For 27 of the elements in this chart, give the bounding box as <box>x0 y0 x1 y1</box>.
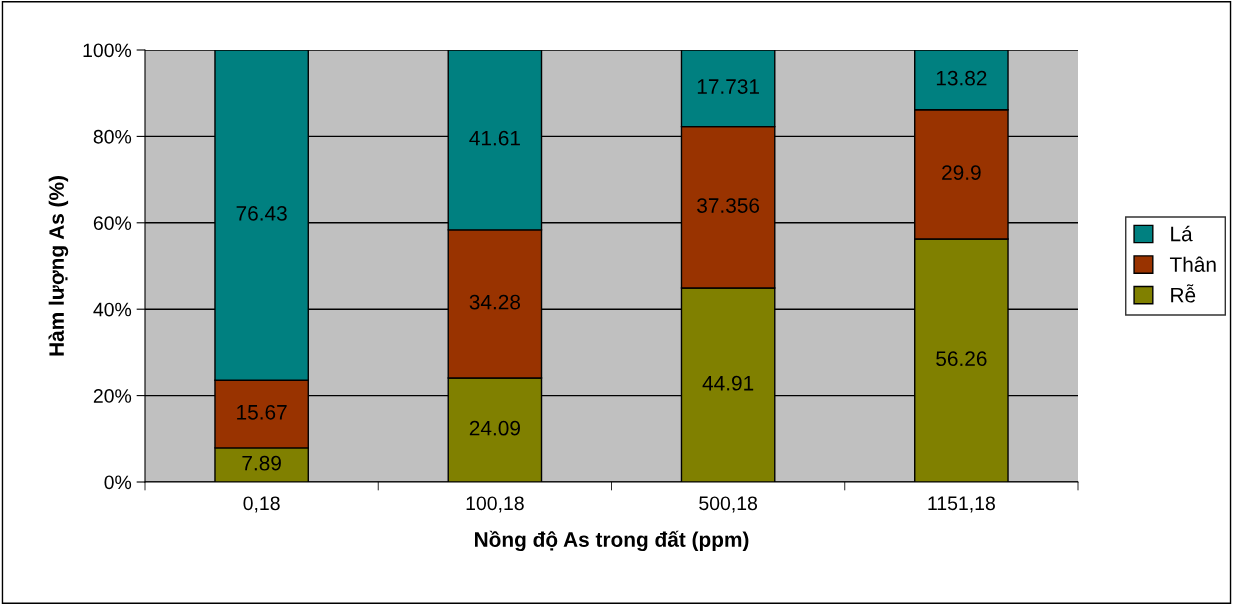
y-axis-title: Hàm lượng As (%) <box>48 176 69 356</box>
data-label: 34.28 <box>469 294 521 310</box>
data-label: 15.67 <box>237 404 287 420</box>
legend-label: Lá <box>1171 225 1193 242</box>
y-tick-label: 80% <box>93 129 132 144</box>
x-tick-label: 100,18 <box>466 496 524 513</box>
x-tick-label: 0,18 <box>243 496 280 513</box>
data-label: 56.26 <box>936 351 987 367</box>
x-axis-title: Nồng độ As trong đất (ppm) <box>475 530 749 552</box>
data-label: 24.09 <box>469 420 520 436</box>
y-tick-label: 100% <box>83 43 132 58</box>
legend-label: Rễ <box>1171 284 1196 303</box>
data-label: 29.9 <box>942 165 981 180</box>
y-tick-label: 0% <box>104 475 132 490</box>
data-label: 13.82 <box>936 70 987 86</box>
y-tick-label: 20% <box>93 389 132 403</box>
data-label: 41.61 <box>469 130 520 146</box>
data-label: 44.91 <box>702 375 754 391</box>
data-label: 7.89 <box>242 455 281 471</box>
data-label: 76.43 <box>236 205 287 221</box>
legend-label: Thân <box>1169 256 1216 272</box>
y-tick-label: 40% <box>93 302 132 317</box>
x-tick-label: 1151,18 <box>928 496 995 513</box>
data-label: 17.731 <box>697 79 759 94</box>
data-label: 37.356 <box>697 198 760 213</box>
y-tick-label: 60% <box>93 216 132 231</box>
x-tick-label: 500,18 <box>699 496 758 513</box>
